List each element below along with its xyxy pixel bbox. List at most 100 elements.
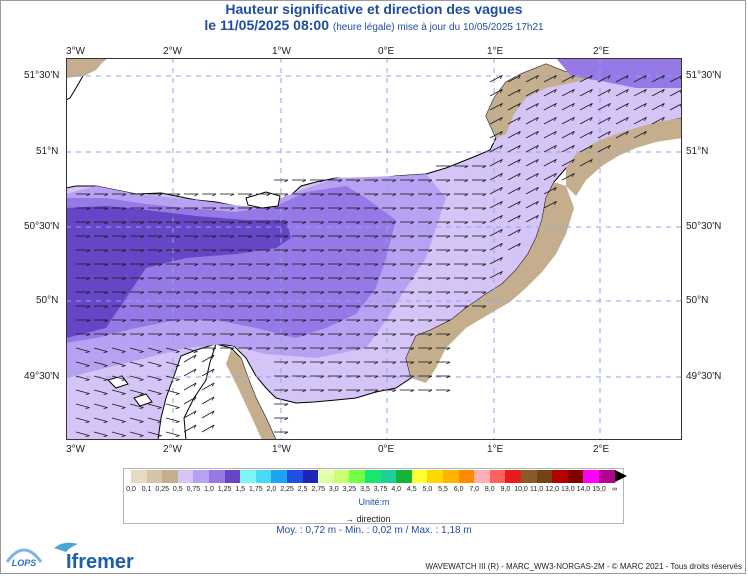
legend-swatch [365,470,382,483]
wave-arrow [165,375,180,380]
wave-arrow-head [410,375,415,379]
wave-arrow-head [175,407,180,409]
wave-arrow-head [103,379,108,381]
lat-tick-right-51-30: 51°30'N [686,70,722,81]
wave-arrow-head [320,375,325,379]
wave-arrow [129,403,144,408]
wave-arrow-head [302,193,307,197]
legend-swatch [583,470,600,483]
wave-arrow-head [446,333,451,337]
wave-arrow-head [428,179,433,183]
wave-arrow-head [499,103,503,108]
forecast-time: le 11/05/2025 08:00 [204,17,329,33]
wave-arrow-head [517,103,521,108]
unit-label: Unité:m [358,497,390,507]
wave-arrow-head [122,277,127,281]
wave-arrow-head [194,263,199,267]
wave-arrow-head [248,291,253,295]
wave-arrow-head [284,207,289,211]
lon-tick-bottom-3w: 3°W [66,444,85,455]
wave-arrow-head [535,75,539,80]
wave-arrow-head [176,193,181,197]
wave-arrow-head [284,361,289,365]
wave-arrow-head [338,319,343,323]
wave-arrow-head [122,193,127,197]
wave-arrow-head [266,333,271,337]
wave-arrow-head [607,145,611,150]
wave-arrow [129,389,144,394]
wave-arrow [111,361,126,366]
wave-arrow-head [499,257,503,262]
wave-arrow-head [338,291,343,295]
wave-arrow-head [248,249,253,253]
legend-tick-label: 12,0 [545,486,559,493]
wave-arrow-head [103,365,108,367]
legend-swatch [505,470,522,483]
wave-arrow-head [103,435,108,437]
wave-arrow-head [374,361,379,365]
legend-swatch [536,470,553,483]
wave-arrow-head [212,207,217,211]
wave-arrow-head [140,305,145,309]
legend-tick-label: 0,25 [155,486,169,493]
wave-arrow-head [499,117,503,122]
wave-arrow-head [607,75,611,80]
wave-arrow-head [428,375,433,379]
legend-swatch [287,470,304,483]
wave-arrow-head [230,319,235,323]
wave-arrow-head [140,235,145,239]
wave-arrow-head [302,207,307,211]
wave-arrow-head [356,305,361,309]
isle-of-wight [245,191,281,209]
wave-arrow [579,131,593,139]
legend-tick-label: 6,0 [453,486,464,493]
wave-arrow [489,201,503,209]
wave-arrow-head [320,207,325,211]
wave-arrow-head [86,193,91,197]
wave-arrow [507,215,521,223]
wave-arrow-head [302,179,307,183]
wave-arrow [201,396,215,405]
legend-swatch [599,470,616,483]
wave-arrow-head [230,193,235,197]
wave-arrow-head [194,333,199,337]
wave-map[interactable] [65,57,683,441]
wave-arrow-head [212,333,217,337]
wave-arrow [183,368,197,377]
wave-arrow-head [499,89,503,94]
wave-arrow [507,187,521,195]
legend-swatch [131,470,148,483]
wave-arrow-head [320,305,325,309]
wave-arrow [579,103,593,111]
wave-arrow-head [338,333,343,337]
wave-arrow-head [175,393,180,395]
wave-arrow-head [643,117,647,122]
legend-swatch [177,470,194,483]
wave-arrow-head [428,305,433,309]
lon-tick-top-3w: 3°W [66,46,85,57]
wave-arrow-head [589,117,593,122]
wave-arrow-head [464,221,469,225]
wave-arrow-head [553,89,557,94]
wave-arrow [129,417,144,422]
shallow-picardy [451,182,574,328]
arrow-right-icon: → [345,514,354,524]
wave-arrow-head [194,305,199,309]
legend-tick-label: 3,0 [328,486,339,493]
wave-arrow-head [625,89,629,94]
wave-arrow-head [212,305,217,309]
wave-arrow-head [230,263,235,267]
wave-map-svg [65,57,683,441]
wave-arrow-head [230,347,235,351]
wave-arrow [75,347,90,352]
wave-arrow-head [320,389,325,393]
wave-arrow [183,354,197,363]
wave-arrow-head [302,235,307,239]
legend-swatch [240,470,257,483]
wave-arrow-head [625,75,629,80]
wave-arrow-head [212,291,217,295]
wave-arrow-head [140,277,145,281]
wave-arrow-head [248,277,253,281]
wave-arrow-head [121,351,126,353]
wave-arrow [525,159,539,167]
